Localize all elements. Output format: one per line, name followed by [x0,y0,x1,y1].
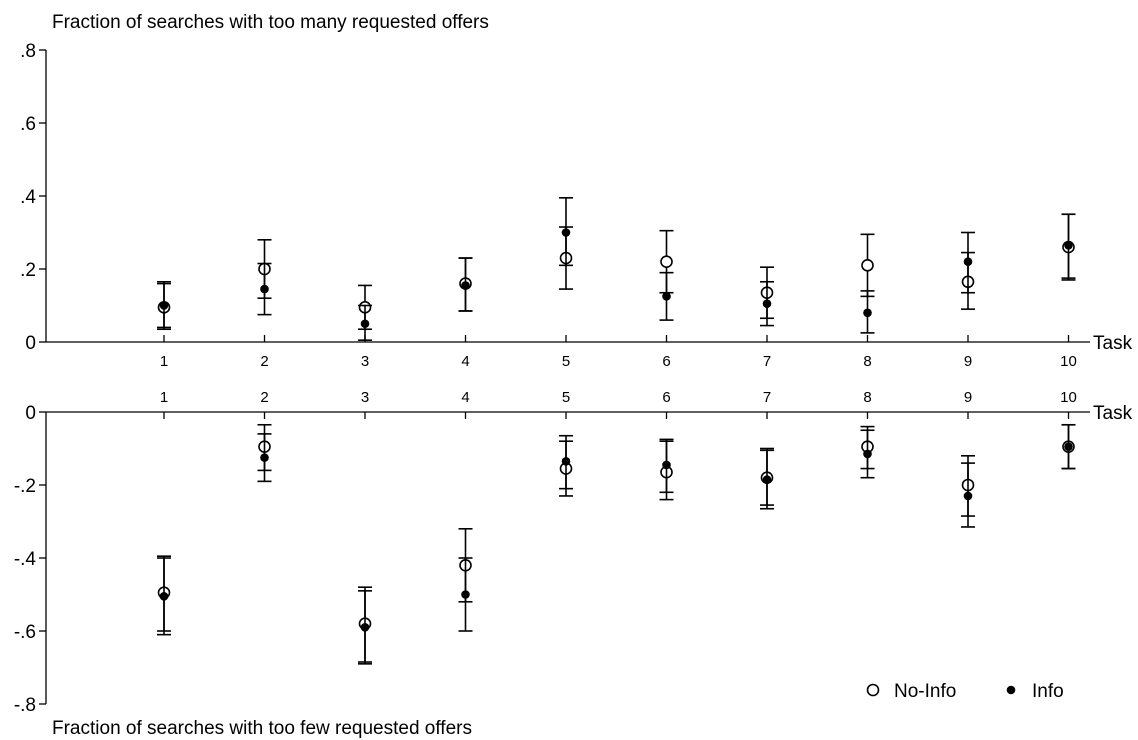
top-y-tick-label: 0 [25,333,36,354]
top-y-tick-label: .4 [20,187,36,208]
bottom-y-tick-label: -.4 [14,549,37,570]
legend-info-label: Info [1032,681,1064,702]
top-info-point [260,284,269,294]
top-no-info-point [861,259,874,272]
top-x-tick-label: 6 [662,353,670,370]
legend-info-marker [1006,685,1016,695]
top-info-point [662,292,671,301]
top-x-tick-label: 8 [863,353,871,370]
bottom-y-tick-label: 0 [25,403,36,424]
bottom-info-point [1064,442,1073,451]
bottom-y-tick-label: -.6 [14,622,36,643]
top-chart-title: Fraction of searches with too many reque… [52,12,489,33]
bottom-x-tick-label: 2 [260,389,268,406]
top-x-tick-label: 1 [160,353,168,370]
top-x-tick-label: 10 [1060,353,1077,370]
top-info-point [461,281,470,290]
top-x-tick-label: 4 [461,353,469,370]
bottom-x-tick-label: 1 [160,389,168,406]
top-x-tick-label: 3 [361,353,369,370]
bottom-x-tick-label: 6 [662,389,670,406]
top-no-info-point [660,255,673,269]
legend-no-info-marker [866,683,880,697]
bottom-info-point [260,453,269,462]
bottom-chart-title: Fraction of searches with too few reques… [52,718,472,739]
legend-no-info-label: No-Info [894,681,956,702]
top-y-tick-label: .8 [20,41,36,62]
top-info-point [863,308,872,318]
top-info-point [561,228,571,237]
bottom-info-point [461,590,470,599]
bottom-x-axis-label: Task [1093,403,1133,424]
bottom-x-tick-label: 10 [1060,389,1077,406]
top-y-tick-label: .6 [20,114,36,135]
bottom-x-tick-label: 4 [461,389,469,406]
bottom-x-tick-label: 9 [964,389,972,406]
top-info-point [762,299,772,308]
bottom-info-point [662,460,671,470]
bottom-x-tick-label: 8 [863,389,871,406]
top-x-tick-label: 2 [260,353,268,370]
top-x-tick-label: 7 [763,353,771,370]
top-x-axis-label: Task [1093,333,1133,354]
bottom-x-tick-label: 5 [562,389,570,406]
top-x-tick-label: 5 [562,353,570,370]
bottom-info-point [360,623,370,632]
bottom-y-tick-label: -.2 [14,476,36,497]
bottom-info-point [863,449,872,459]
bottom-info-point [561,456,571,466]
top-x-tick-label: 9 [964,353,972,370]
top-y-tick-label: .2 [20,260,36,281]
top-info-point [360,319,370,329]
bottom-x-tick-label: 7 [763,389,771,406]
bottom-info-point [762,475,772,484]
top-info-point [963,257,973,267]
bottom-y-tick-label: -.8 [14,695,36,716]
bottom-info-point [159,592,169,601]
bottom-info-point [963,491,973,501]
bottom-x-tick-label: 3 [361,389,369,406]
top-info-point [159,301,169,310]
top-info-point [1064,240,1073,250]
